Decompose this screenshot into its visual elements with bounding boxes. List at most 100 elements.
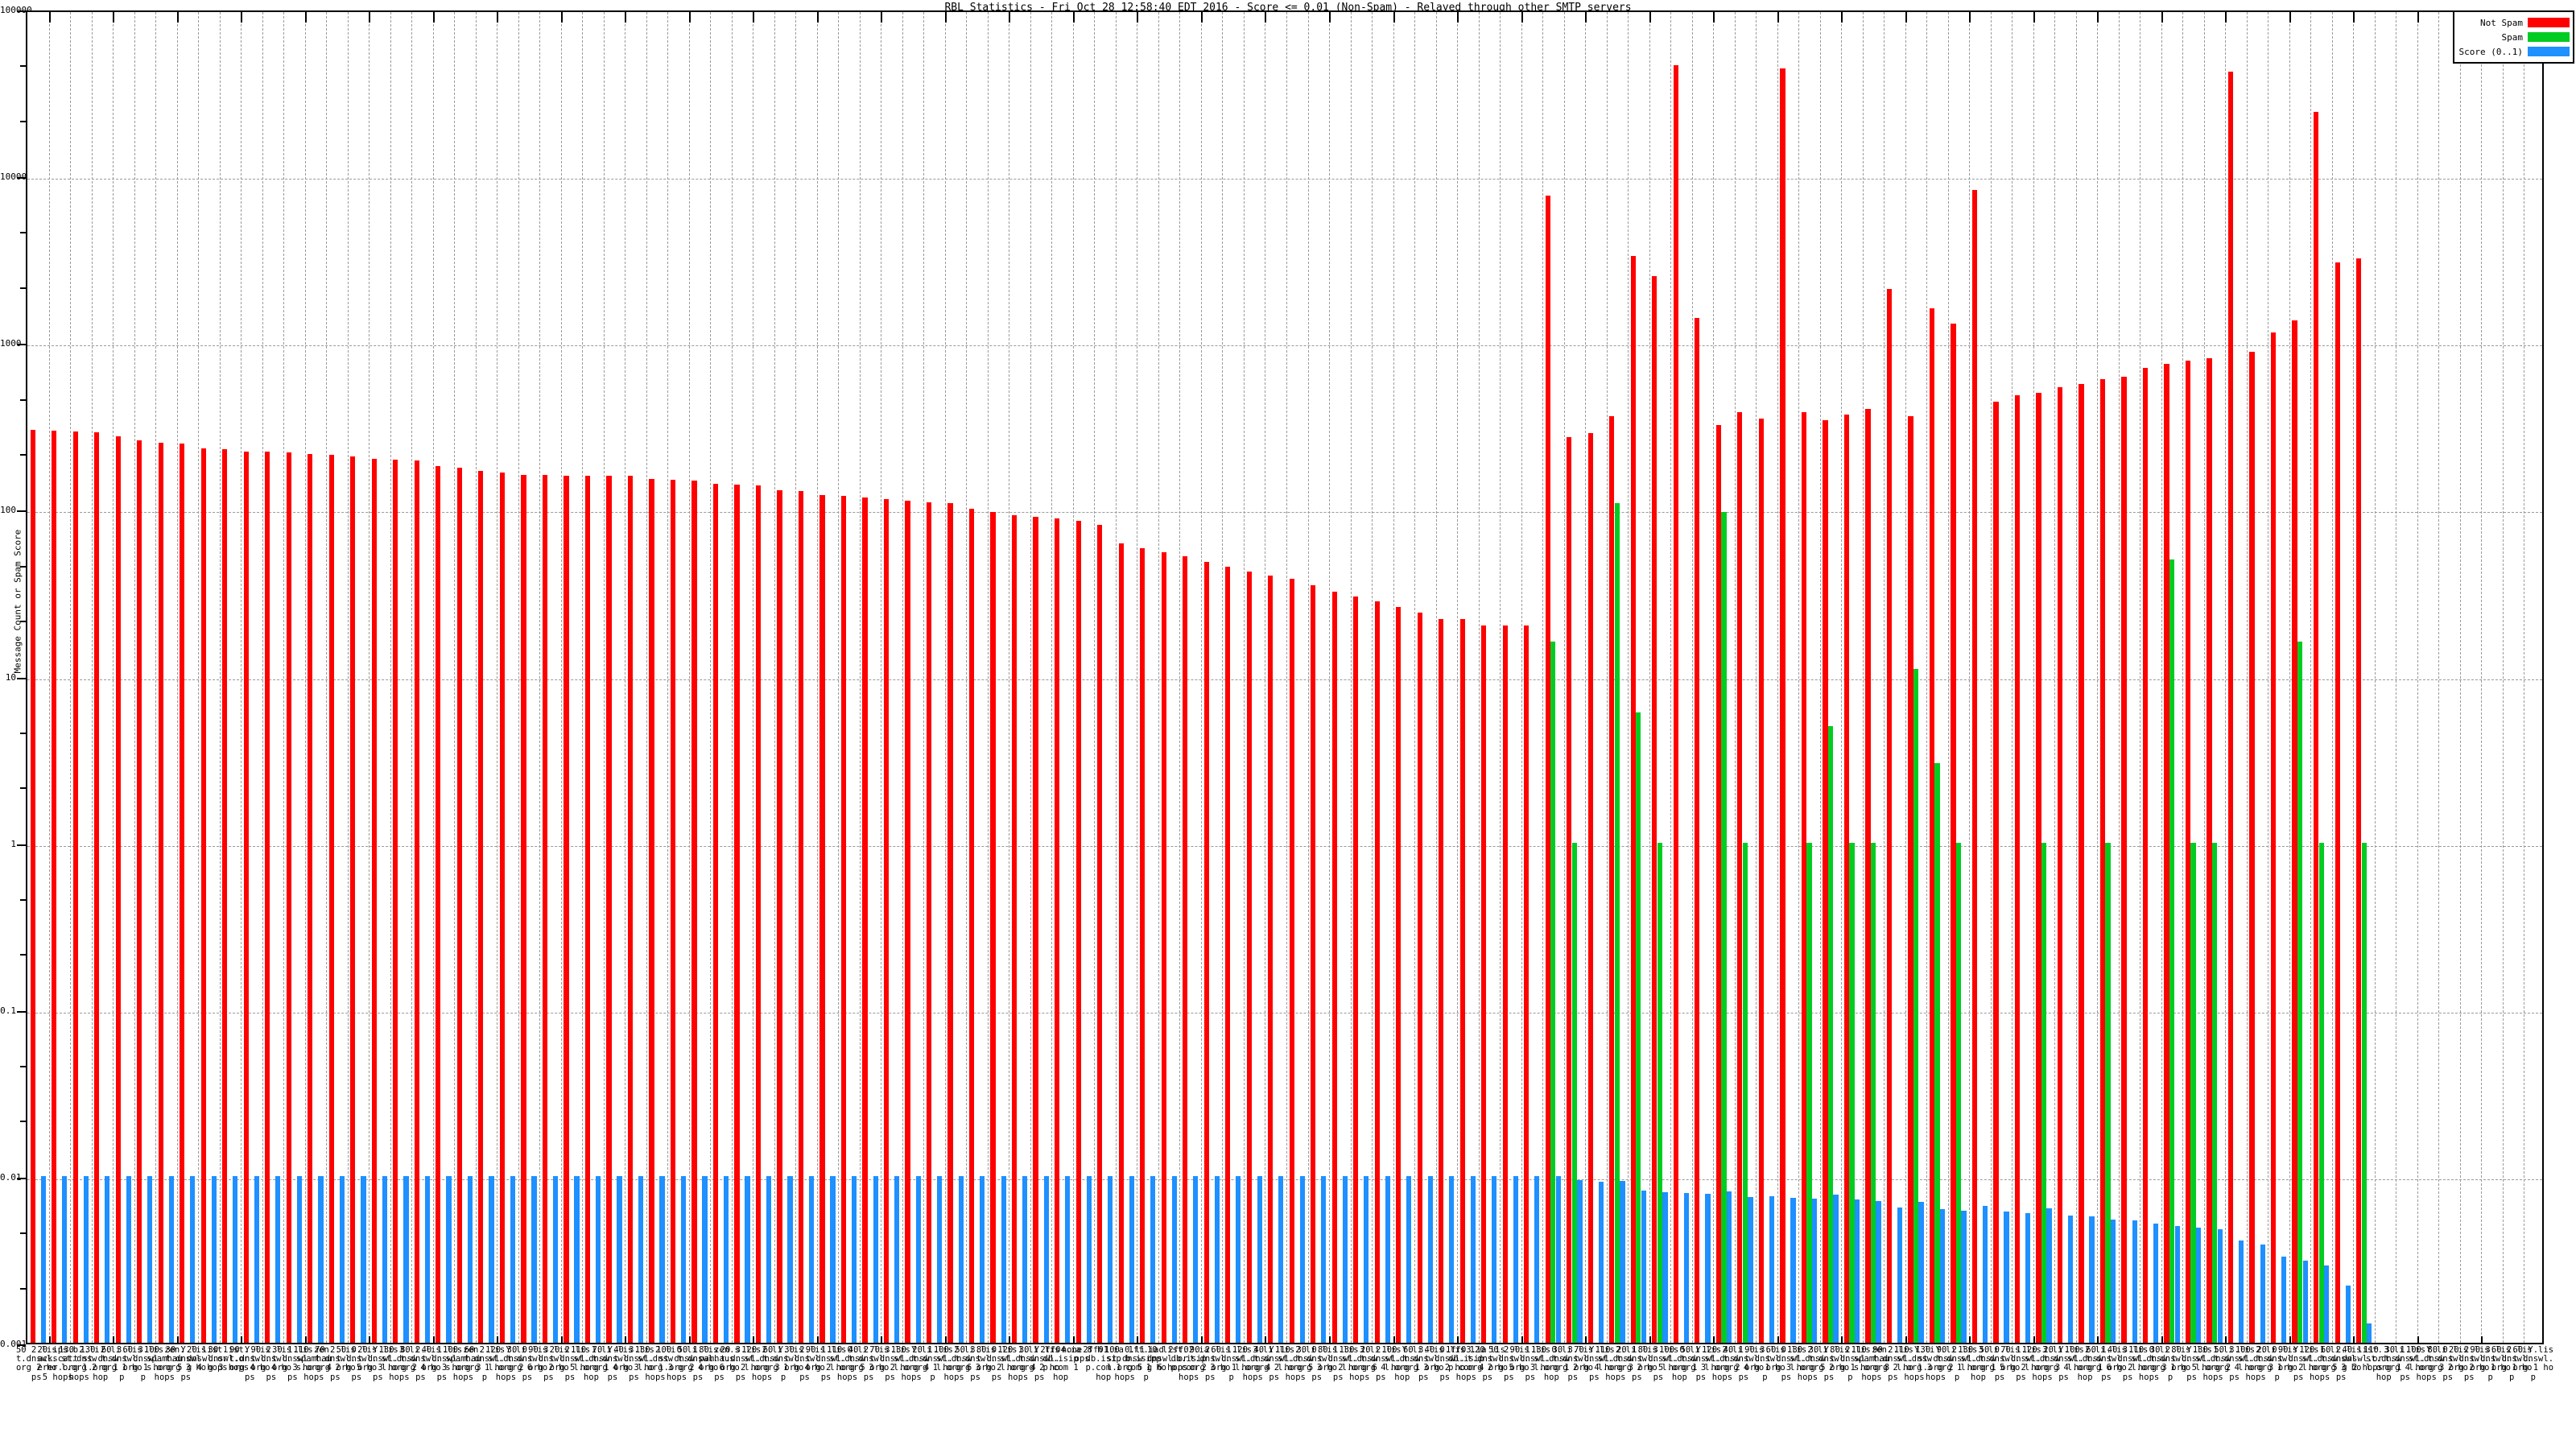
x-axis-label: 90 1.list.dnswl.org 3 hops xyxy=(1509,1345,1551,1382)
vertical-gridline xyxy=(304,12,306,1343)
x-tick-top xyxy=(625,12,627,23)
bar-not-spam xyxy=(1097,525,1103,1343)
x-tick-bottom xyxy=(1905,1336,1907,1343)
vertical-gridline xyxy=(454,12,456,1343)
x-axis-label: 120 1.list.dnswl.org 5 hops xyxy=(2299,1345,2340,1382)
bar-not-spam xyxy=(2292,320,2297,1343)
bar-not-spam xyxy=(1971,189,1978,1343)
vertical-gridline xyxy=(326,12,328,1343)
horizontal-gridline xyxy=(27,679,2542,680)
bar-score xyxy=(1150,1175,1156,1343)
bar-not-spam xyxy=(1439,618,1444,1343)
vertical-gridline xyxy=(2438,12,2440,1343)
bar-not-spam xyxy=(1545,195,1550,1343)
x-tick-top xyxy=(1713,12,1715,23)
vertical-gridline xyxy=(816,12,818,1343)
bar-score xyxy=(830,1175,836,1343)
bar-score xyxy=(1577,1179,1583,1343)
x-tick-top xyxy=(1777,12,1779,23)
bar-score xyxy=(1427,1175,1433,1343)
y-tick-major xyxy=(17,10,26,12)
bar-score xyxy=(1086,1175,1092,1343)
vertical-gridline xyxy=(1414,12,1416,1343)
bar-score xyxy=(510,1175,516,1343)
x-tick-bottom xyxy=(1777,1336,1779,1343)
x-tick-top xyxy=(1905,12,1907,23)
x-axis-label: 50 2.list.dnswl.org 2 hops xyxy=(15,1345,57,1382)
bar-spam xyxy=(2105,842,2111,1343)
bar-score xyxy=(62,1175,68,1343)
bar-score xyxy=(254,1175,259,1343)
vertical-gridline xyxy=(1329,12,1331,1343)
x-axis-label: 20 ips.backscatterer.org 5 hops xyxy=(37,1345,79,1382)
bar-score xyxy=(680,1175,687,1343)
x-axis-label: 120 3.list.dnswl.org 3 hops xyxy=(2021,1345,2063,1382)
x-tick-top xyxy=(1841,12,1843,23)
x-tick-top xyxy=(2033,12,2035,23)
bar-not-spam xyxy=(542,475,548,1343)
y-tick-minor xyxy=(20,621,26,623)
x-tick-top xyxy=(1649,12,1651,23)
x-tick-top xyxy=(2289,12,2291,23)
vertical-gridline xyxy=(1179,12,1181,1343)
bar-score xyxy=(211,1175,217,1343)
x-tick-top xyxy=(304,12,307,23)
x-axis-label: 90 2.list.dnswl.org 4 hops xyxy=(250,1345,292,1382)
x-axis-label: 20 2.list.dnswl.org 4 hops xyxy=(1360,1345,1402,1382)
bar-not-spam xyxy=(1695,317,1700,1343)
bar-not-spam xyxy=(2079,384,2084,1343)
bar-not-spam xyxy=(1481,625,1487,1343)
x-tick-bottom xyxy=(176,1336,179,1343)
x-axis-label: 30 1.list.dnswl.org 3 hops xyxy=(272,1345,313,1382)
bar-score xyxy=(1748,1196,1753,1343)
x-axis-label: 80 3.list.dnswl.org 5 hops xyxy=(1637,1345,1679,1382)
vertical-gridline xyxy=(1713,12,1715,1343)
y-tick-major xyxy=(17,177,26,180)
x-axis-label: 130 2.list.dnswl.org 1 hop xyxy=(80,1345,122,1382)
vertical-gridline xyxy=(902,12,903,1343)
vertical-gridline xyxy=(1926,12,1928,1343)
bar-not-spam xyxy=(1567,437,1572,1343)
legend-item-spam[interactable]: Spam xyxy=(2459,30,2570,44)
bar-not-spam xyxy=(798,491,804,1343)
bar-spam xyxy=(1636,712,1641,1343)
x-tick-bottom xyxy=(432,1336,435,1343)
legend-item-not-spam[interactable]: Not Spam xyxy=(2459,15,2570,30)
x-tick-top xyxy=(2097,12,2099,23)
y-tick-minor xyxy=(20,787,26,790)
bar-score xyxy=(1406,1175,1412,1343)
bar-score xyxy=(574,1175,580,1343)
x-axis-label: 80 0.list.dnswl.org 2 hops xyxy=(2427,1345,2468,1382)
bar-score xyxy=(1108,1175,1113,1343)
bar-score xyxy=(980,1175,985,1343)
bar-score xyxy=(1257,1175,1262,1343)
legend-item-score[interactable]: Score (0..1) xyxy=(2459,44,2570,59)
x-axis-label: 40 3.list.dnswl.org 3 hops xyxy=(613,1345,654,1382)
vertical-gridline xyxy=(1542,12,1544,1343)
vertical-gridline xyxy=(1030,12,1031,1343)
x-tick-bottom xyxy=(304,1336,307,1343)
bar-score xyxy=(766,1175,772,1343)
vertical-gridline xyxy=(646,12,647,1343)
bar-score xyxy=(2111,1219,2116,1343)
vertical-gridline xyxy=(283,12,285,1343)
bar-not-spam xyxy=(2270,332,2277,1343)
vertical-gridline xyxy=(2353,12,2355,1343)
vertical-gridline xyxy=(1628,12,1629,1343)
x-axis-label: 60 2.list.dnswl.org 1 hop xyxy=(2491,1345,2533,1382)
vertical-gridline xyxy=(198,12,200,1343)
bar-score xyxy=(531,1175,537,1343)
bar-not-spam xyxy=(1118,543,1124,1343)
bar-not-spam xyxy=(2227,72,2234,1343)
bar-spam xyxy=(1571,842,1577,1343)
vertical-gridline xyxy=(2374,12,2376,1343)
bar-score xyxy=(552,1175,559,1343)
vertical-gridline xyxy=(1521,12,1522,1343)
bar-score xyxy=(233,1175,238,1343)
vertical-gridline xyxy=(2118,12,2120,1343)
x-axis-label: 70 1.list.dnswl.org 2 hops xyxy=(2000,1345,2041,1382)
x-axis-label: 100 2.list.dnswl.org 1 hop xyxy=(2064,1345,2106,1382)
x-axis-label: 10 list.dnswl.org 6 hops xyxy=(1146,1345,1188,1373)
x-axis-label: 120 Y.list.dnswl.org 2 hops xyxy=(485,1345,526,1382)
bar-not-spam xyxy=(52,431,57,1343)
